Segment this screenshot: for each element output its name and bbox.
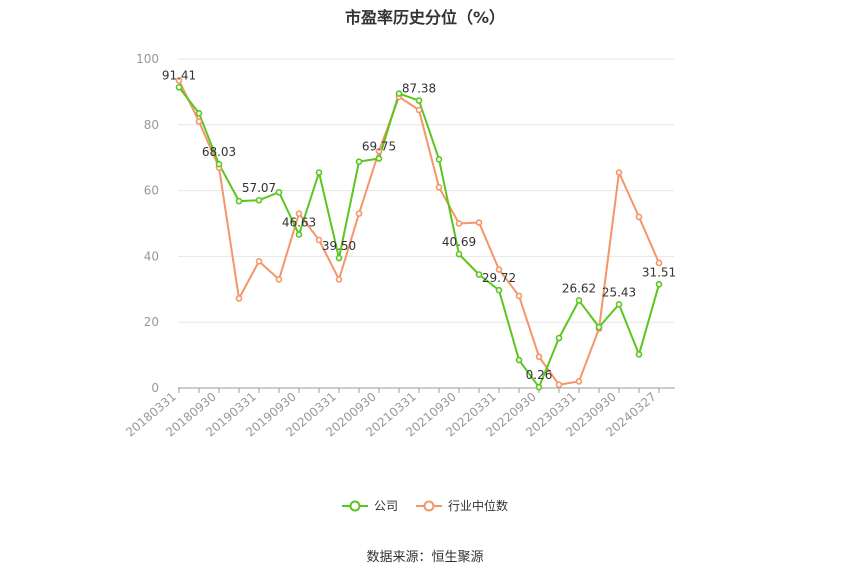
- data-point: [555, 381, 563, 389]
- data-point: [475, 271, 483, 278]
- data-point: [335, 254, 343, 262]
- data-point: [315, 236, 323, 244]
- data-source: 数据来源：恒生聚源: [366, 550, 484, 565]
- legend-item-industry-median[interactable]: 行业中位数: [416, 497, 508, 514]
- data-point: [615, 301, 623, 308]
- y-tick-label: 60: [144, 184, 159, 198]
- data-point: [255, 196, 263, 204]
- data-point: [355, 210, 363, 217]
- series-points: [175, 77, 663, 391]
- data-point: [175, 83, 183, 91]
- data-point: [235, 295, 243, 302]
- y-tick-label: 100: [136, 52, 159, 66]
- data-point: [615, 169, 623, 176]
- data-point: [215, 160, 223, 168]
- legend-item-company[interactable]: 公司: [341, 497, 398, 514]
- data-point: [275, 188, 283, 196]
- data-label: 40.69: [442, 235, 476, 249]
- data-point: [195, 109, 203, 117]
- y-tick-label: 80: [144, 118, 159, 132]
- data-label: 39.50: [322, 239, 356, 253]
- data-point: [435, 184, 443, 191]
- data-point: [575, 378, 583, 385]
- data-point: [575, 297, 583, 304]
- data-label: 46.63: [282, 216, 316, 230]
- data-point: [335, 276, 343, 283]
- data-point: [375, 155, 383, 162]
- data-point: [175, 77, 183, 84]
- grid-lines: [178, 58, 674, 323]
- data-label: 26.62: [562, 281, 596, 295]
- data-point: [395, 90, 403, 97]
- data-point: [415, 106, 423, 114]
- data-label: 25.43: [602, 285, 636, 299]
- data-label: 69.75: [362, 140, 396, 154]
- data-point: [535, 353, 543, 361]
- data-label: 91.41: [162, 68, 196, 82]
- data-labels: 91.41 68.03 57.07 46.63 39.50 69.75 87.38 40.69…: [162, 68, 676, 382]
- data-point: [275, 276, 283, 283]
- data-point: [315, 169, 323, 176]
- y-tick-label: 0: [151, 381, 159, 395]
- y-tick-label: 20: [144, 315, 159, 329]
- data-point: [635, 213, 643, 221]
- data-point: [515, 292, 523, 300]
- x-axis: 2018033120180930201903312019093020200331…: [123, 387, 675, 440]
- data-label: 68.03: [202, 145, 236, 159]
- data-point: [655, 281, 663, 288]
- data-point: [195, 118, 203, 125]
- legend-label-industry-median: 行业中位数: [448, 499, 509, 513]
- data-point: [475, 219, 483, 226]
- data-point: [415, 97, 423, 104]
- chart-title: 市盈率历史分位（%）: [344, 8, 506, 27]
- data-label: 31.51: [642, 265, 676, 279]
- data-point: [555, 334, 563, 342]
- data-point: [435, 156, 443, 163]
- y-tick-label: 40: [144, 249, 159, 263]
- data-point: [495, 286, 503, 294]
- series-line-0: [178, 86, 660, 389]
- data-point: [355, 158, 363, 165]
- data-point: [295, 231, 303, 238]
- data-point: [375, 147, 383, 155]
- y-axis: 0 20 40 60 80 100: [136, 52, 159, 395]
- legend-swatch-company: [341, 500, 368, 511]
- series-line-1: [178, 79, 660, 386]
- legend-label-company: 公司: [373, 499, 398, 513]
- series-lines: [178, 79, 660, 389]
- data-point: [535, 383, 543, 391]
- data-label: 87.38: [402, 82, 436, 96]
- data-label: 29.72: [482, 271, 516, 285]
- data-label: 0.26: [526, 368, 553, 382]
- legend: 公司 行业中位数: [0, 497, 850, 514]
- data-point: [295, 210, 303, 217]
- data-point: [655, 259, 663, 267]
- data-point: [635, 351, 643, 358]
- data-point: [255, 258, 263, 265]
- data-point: [235, 197, 243, 205]
- data-point: [495, 266, 503, 273]
- data-point: [595, 323, 603, 331]
- legend-swatch-industry-median: [416, 500, 442, 511]
- data-point: [455, 220, 463, 227]
- data-point: [515, 356, 523, 364]
- data-label: 57.07: [242, 181, 276, 195]
- data-point: [455, 250, 463, 258]
